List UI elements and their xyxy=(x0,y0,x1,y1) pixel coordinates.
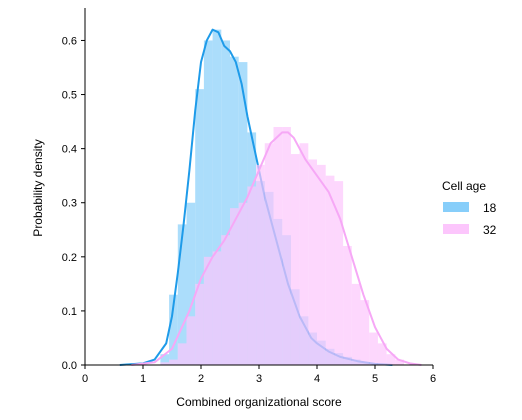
y-axis-label: Probability density xyxy=(31,139,45,236)
legend-title: Cell age xyxy=(442,179,486,193)
y-tick-label: 0.0 xyxy=(62,360,77,372)
histogram-bar xyxy=(343,246,352,365)
histogram-bar xyxy=(186,202,196,365)
histogram-bar xyxy=(195,89,204,366)
x-tick-label: 6 xyxy=(430,373,436,385)
y-tick-label: 0.2 xyxy=(62,252,77,264)
histogram-bar xyxy=(395,359,404,365)
x-ticks: 0 1 2 3 4 5 6 xyxy=(82,365,436,385)
legend-label-18: 18 xyxy=(483,201,497,215)
x-tick-label: 0 xyxy=(82,373,88,385)
histogram-bar xyxy=(160,354,170,365)
histogram-bar xyxy=(177,224,187,365)
histogram-bar xyxy=(256,164,265,365)
histogram-bar xyxy=(203,256,213,365)
x-tick-label: 2 xyxy=(198,373,204,385)
histogram-bar xyxy=(369,332,378,365)
histogram-bar xyxy=(377,343,387,365)
histogram-bar xyxy=(308,159,317,365)
histogram-bar xyxy=(325,175,335,365)
histogram-bar xyxy=(177,343,187,365)
histogram-bar xyxy=(273,127,283,365)
y-tick-label: 0.3 xyxy=(62,198,77,210)
histogram-bar xyxy=(230,208,239,365)
histogram-bar xyxy=(160,362,170,365)
y-ticks: 0.0 0.1 0.2 0.3 0.4 0.5 0.6 xyxy=(62,35,85,372)
histogram-bar xyxy=(386,354,396,365)
histogram-bar xyxy=(169,359,178,365)
histogram-bar xyxy=(264,143,274,365)
plot-area xyxy=(119,28,422,366)
histogram-bar xyxy=(334,181,344,365)
y-tick-label: 0.5 xyxy=(62,90,77,102)
histogram-bar xyxy=(351,283,361,365)
x-tick-label: 1 xyxy=(140,373,146,385)
histogram-bar xyxy=(195,283,204,365)
histogram-bar xyxy=(212,251,222,365)
histogram-bar xyxy=(203,40,213,366)
histogram-bar xyxy=(186,316,196,365)
legend-swatch-18 xyxy=(443,202,469,212)
kde-line xyxy=(131,131,422,366)
histogram-bar xyxy=(290,154,300,365)
histogram-bar xyxy=(212,29,222,366)
histogram-bar xyxy=(221,235,230,365)
histogram-bar xyxy=(247,186,257,365)
y-tick-label: 0.1 xyxy=(62,306,77,318)
histogram-bar xyxy=(317,164,326,365)
histogram-bar xyxy=(360,300,370,365)
series-32 xyxy=(131,127,422,366)
x-tick-label: 3 xyxy=(256,373,262,385)
histogram-bar xyxy=(299,143,309,365)
y-tick-label: 0.4 xyxy=(62,144,77,156)
legend: Cell age 18 32 xyxy=(442,179,497,237)
x-axis-label: Combined organizational score xyxy=(176,395,342,409)
legend-swatch-32 xyxy=(443,224,469,234)
x-tick-label: 4 xyxy=(314,373,320,385)
histogram-bar xyxy=(238,202,248,365)
histogram-bar xyxy=(169,294,178,365)
x-tick-label: 5 xyxy=(372,373,378,385)
y-tick-label: 0.6 xyxy=(62,35,77,47)
histogram-bar xyxy=(221,40,230,366)
legend-label-32: 32 xyxy=(483,223,497,237)
histogram-bar xyxy=(282,127,291,365)
